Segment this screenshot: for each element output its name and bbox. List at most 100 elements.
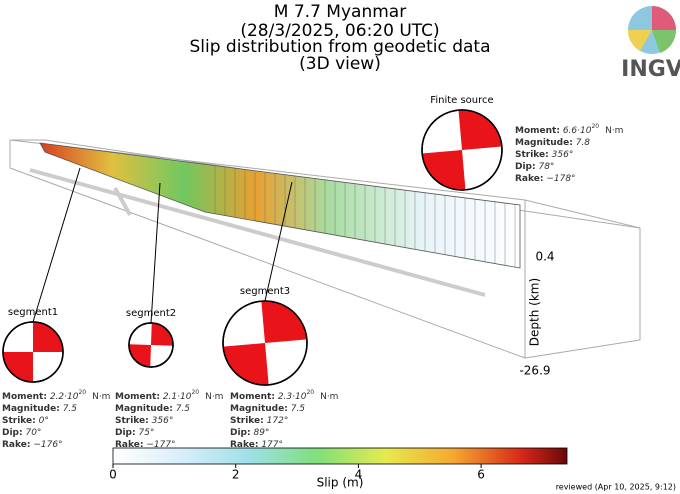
moment-unit: N·m [92,392,110,402]
moment-mantissa: 2.1·10 [163,392,192,402]
beachball-outline [128,322,174,368]
field-value: 172° [267,416,289,426]
beachball-quadrant [261,300,307,343]
view: (3D view) [299,54,381,74]
field-value: 356° [552,150,574,160]
field-label: Magnitude: [230,404,288,414]
source-rake: Rake: −177° [115,440,176,450]
footer: reviewed (Apr 10, 2025, 9:12) [556,483,676,492]
field-value: −178° [546,174,575,184]
surface-trace [29,168,486,297]
beachball-quadrant [3,352,33,382]
beachball-quadrant [458,110,502,150]
field-label: Moment: [230,392,275,402]
field-value: 7.5 [291,404,306,414]
field-value: 0° [39,416,49,426]
source-moment: Moment: 6.6·1020 N·m [515,123,623,136]
source-rake: Rake: 177° [230,440,283,450]
moment-mantissa: 2.2·10 [50,392,79,402]
colorbar-tick-label: 0 [109,468,117,482]
field-label: Dip: [115,428,136,438]
field-label: Rake: [115,440,143,450]
source-rake: Rake: −176° [2,440,63,450]
beachball-quadrant [128,344,151,367]
beachball-outline [421,109,503,191]
beachball-quadrant [151,323,174,346]
depth-bottom: -26.9 [519,364,550,378]
colorbar-tick-label: 2 [232,468,240,482]
source-strike: Strike: 0° [2,416,49,426]
source-magnitude: Magnitude: 7.5 [2,404,77,414]
surface-trace [113,187,132,216]
source-strike: Strike: 172° [230,416,288,426]
field-label: Magnitude: [2,404,60,414]
date: (28/3/2025, 06:20 UTC) [240,21,439,41]
logo: INGV [621,6,680,82]
source-rake: Rake: −178° [515,174,576,184]
field-label: Strike: [515,150,549,160]
source-strike: Strike: 356° [115,416,173,426]
field-label: Rake: [230,440,258,450]
moment-exponent: 20 [191,389,199,396]
moment-unit: N·m [205,392,223,402]
depth-top: 0.4 [535,250,554,264]
logo-piece [627,30,652,51]
source-magnitude: Magnitude: 7.8 [515,138,590,148]
field-value: 356° [152,416,174,426]
source-name: segment1 [8,307,58,318]
depth-axis: 0.4 -26.9 Depth (km) [519,250,554,378]
beachball-quadrant [422,150,466,191]
field-label: Magnitude: [515,138,573,148]
source-dip: Dip: 70° [2,428,41,438]
field-label: Dip: [2,428,23,438]
field-label: Rake: [2,440,30,450]
beachball-outline [2,321,64,383]
source-name: segment3 [240,286,290,297]
moment-unit: N·m [320,392,338,402]
beachball-quadrant [223,343,269,385]
moment-exponent: 20 [78,389,86,396]
colorbar-tick-label: 4 [355,468,363,482]
source-moment: Moment: 2.3·1020 N·m [230,389,338,402]
field-value: 7.5 [176,404,191,414]
field-value: 177° [261,440,283,450]
field-value: 70° [25,428,41,438]
source-dip: Dip: 75° [115,428,154,438]
header: M 7.7 Myanmar (28/3/2025, 06:20 UTC) Sli… [189,2,490,74]
moment-mantissa: 2.3·10 [278,392,307,402]
field-value: 78° [538,162,554,172]
source-strike: Strike: 356° [515,150,573,160]
field-value: −176° [33,440,62,450]
colorbar [112,447,568,465]
field-label: Moment: [115,392,160,402]
source-magnitude: Magnitude: 7.5 [115,404,190,414]
field-value: 7.5 [63,404,78,414]
field-label: Strike: [230,416,264,426]
field-value: −177° [146,440,175,450]
source-dip: Dip: 89° [230,428,269,438]
subtitle: Slip distribution from geodetic data [189,37,490,57]
fault-grid [214,165,516,268]
logo-text: INGV [621,57,680,82]
moment-unit: N·m [605,126,623,136]
field-value: 89° [253,428,269,438]
source-magnitude: Magnitude: 7.5 [230,404,305,414]
beachball-outline [222,300,308,386]
source-moment: Moment: 2.1·1020 N·m [115,389,223,402]
field-label: Moment: [2,392,47,402]
field-label: Moment: [515,126,560,136]
field-label: Rake: [515,174,543,184]
fault-plane [39,142,521,269]
depth-label: Depth (km) [528,278,542,346]
source-name: Finite source [430,95,493,106]
field-label: Magnitude: [115,404,173,414]
moment-exponent: 20 [306,389,314,396]
field-value: 75° [138,428,154,438]
beachball-quadrant [33,322,63,352]
moment-exponent: 20 [591,123,599,130]
logo-piece [652,30,677,53]
field-label: Dip: [230,428,251,438]
title: M 7.7 Myanmar [274,2,406,22]
source-moment: Moment: 2.2·1020 N·m [2,389,110,402]
